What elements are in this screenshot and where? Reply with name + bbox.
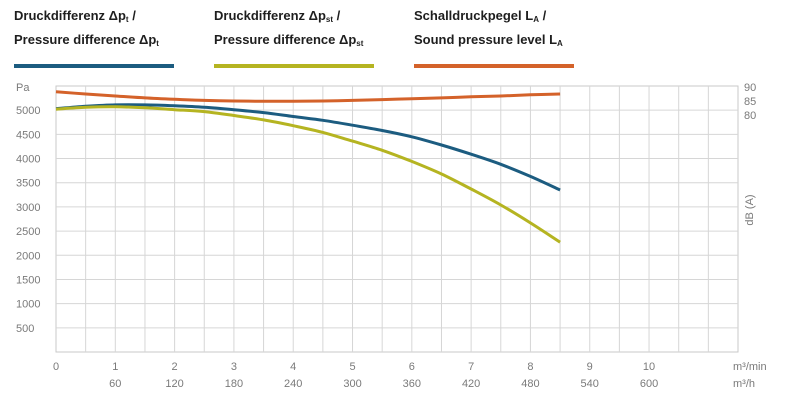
legend-text: Schalldruckpegel L bbox=[414, 8, 534, 23]
x-tick-label-secondary: 120 bbox=[165, 378, 183, 390]
y-axis-label: Pa bbox=[16, 82, 30, 94]
y-tick-label: 4000 bbox=[16, 154, 40, 166]
x-axis-label: m³/min bbox=[733, 361, 767, 373]
x-tick-label: 0 bbox=[53, 361, 59, 373]
x-tick-label-secondary: 360 bbox=[403, 378, 421, 390]
y-right-tick-label: 85 bbox=[744, 96, 756, 108]
x-tick-label-secondary: 240 bbox=[284, 378, 302, 390]
legend-item-pst: Druckdifferenz Δpst / Pressure differenc… bbox=[214, 6, 374, 68]
y-right-tick-label: 80 bbox=[744, 110, 756, 122]
x-tick-label: 1 bbox=[112, 361, 118, 373]
x-axis-label-secondary: m³/h bbox=[733, 378, 755, 390]
legend-subscript: st bbox=[325, 15, 334, 24]
legend-label-line1: Druckdifferenz Δpt / bbox=[14, 6, 174, 30]
legend-item-la: Schalldruckpegel LA / Sound pressure lev… bbox=[414, 6, 574, 68]
series-group bbox=[55, 90, 561, 244]
legend-subscript: st bbox=[356, 39, 364, 48]
plot-frame bbox=[55, 85, 739, 353]
y-axis-left: 500 1000 1500 2000 2500 3000 3500 4000 4500 5000 bbox=[16, 105, 40, 335]
legend-subscript: t bbox=[125, 15, 129, 24]
x-tick-label-secondary: 600 bbox=[640, 378, 658, 390]
y-axis-right: 80 85 90 bbox=[744, 82, 756, 122]
legend-text: Sound pressure level L bbox=[414, 32, 558, 47]
legend-text: / bbox=[538, 8, 547, 23]
y-tick-label: 500 bbox=[16, 323, 34, 335]
legend-item-pt: Druckdifferenz Δpt / Pressure difference… bbox=[14, 6, 174, 68]
x-tick-label: 10 bbox=[643, 361, 655, 373]
y-tick-label: 2000 bbox=[16, 250, 40, 262]
x-tick-label-secondary: 300 bbox=[343, 378, 361, 390]
y-tick-label: 4500 bbox=[16, 129, 40, 141]
x-tick-label: 7 bbox=[468, 361, 474, 373]
series-line-pt bbox=[55, 103, 561, 192]
x-tick-label: 4 bbox=[290, 361, 296, 373]
legend-text: Pressure difference Δp bbox=[214, 32, 357, 47]
x-tick-label-secondary: 60 bbox=[109, 378, 121, 390]
legend-label-line2: Sound pressure level LA bbox=[414, 30, 574, 54]
legend-subscript: A bbox=[533, 15, 539, 24]
legend-text: Pressure difference Δp bbox=[14, 32, 157, 47]
legend-text: Druckdifferenz Δp bbox=[14, 8, 126, 23]
x-tick-label: 2 bbox=[172, 361, 178, 373]
series-line-pst bbox=[55, 105, 561, 244]
y-tick-label: 5000 bbox=[16, 105, 40, 117]
legend-text: / bbox=[128, 8, 136, 23]
legend-swatch bbox=[214, 64, 374, 68]
x-tick-label-secondary: 540 bbox=[581, 378, 599, 390]
x-tick-label-secondary: 420 bbox=[462, 378, 480, 390]
legend-label-line2: Pressure difference Δpst bbox=[214, 30, 374, 54]
x-tick-label-secondary: 480 bbox=[521, 378, 539, 390]
legend-text: Druckdifferenz Δp bbox=[214, 8, 326, 23]
y-axis-right-label: dB (A) bbox=[744, 194, 756, 225]
y-tick-label: 3500 bbox=[16, 178, 40, 190]
y-tick-label: 2500 bbox=[16, 226, 40, 238]
x-tick-label: 6 bbox=[409, 361, 415, 373]
legend-label-line1: Druckdifferenz Δpst / bbox=[214, 6, 374, 30]
legend-swatch bbox=[414, 64, 574, 68]
x-axis: 0 1 2 3 4 5 6 7 8 9 10 60 120 180 240 300 360 420 480 540 60… bbox=[53, 361, 658, 390]
legend-swatch bbox=[14, 64, 174, 68]
legend-label-line2: Pressure difference Δpt bbox=[14, 30, 174, 54]
legend-subscript: A bbox=[557, 39, 563, 48]
x-tick-label: 9 bbox=[587, 361, 593, 373]
legend-text: / bbox=[333, 8, 341, 23]
series-line-la bbox=[55, 90, 561, 103]
x-tick-label: 5 bbox=[349, 361, 355, 373]
x-tick-label-secondary: 180 bbox=[225, 378, 243, 390]
y-tick-label: 1500 bbox=[16, 274, 40, 286]
x-tick-label: 3 bbox=[231, 361, 237, 373]
x-tick-label: 8 bbox=[527, 361, 533, 373]
y-right-tick-label: 90 bbox=[744, 82, 756, 94]
legend-subscript: t bbox=[156, 39, 159, 48]
legend-label-line1: Schalldruckpegel LA / bbox=[414, 6, 574, 30]
y-tick-label: 1000 bbox=[16, 299, 40, 311]
y-tick-label: 3000 bbox=[16, 202, 40, 214]
grid bbox=[55, 85, 739, 353]
